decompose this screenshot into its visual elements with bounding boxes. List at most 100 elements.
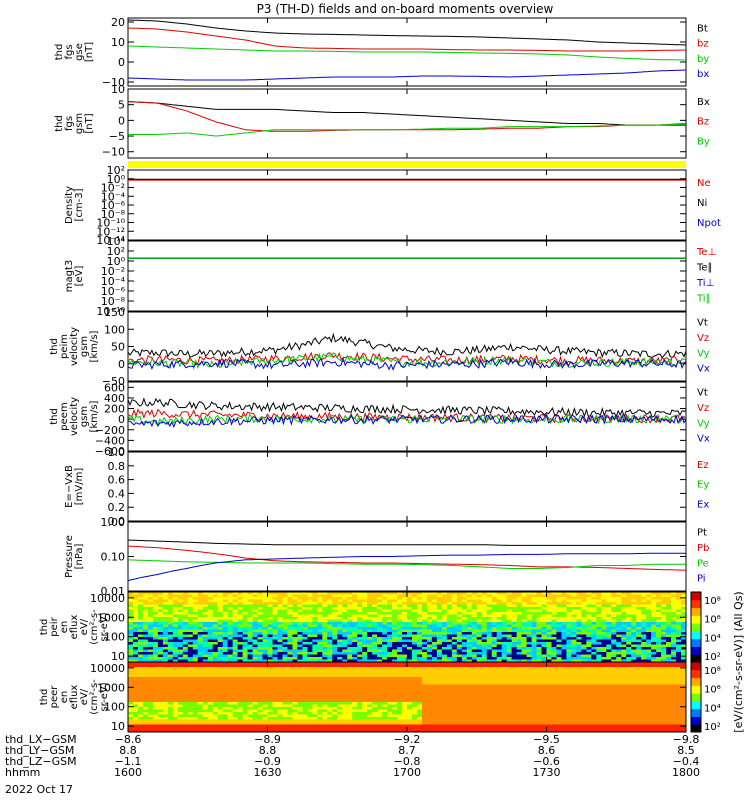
legend-entry: By bbox=[697, 136, 710, 147]
panel-6: 6004002000−200−400−600thdpeemvelocitygsm… bbox=[49, 381, 710, 458]
legend-entry: Te⊥ bbox=[696, 247, 716, 258]
legend-entry: Ex bbox=[697, 499, 709, 510]
legend-entry: Bt bbox=[697, 24, 708, 35]
y-tick-label: −5 bbox=[109, 130, 125, 143]
y-axis-label: thdfgsgse[nT] bbox=[54, 42, 95, 62]
colorbar-tick: 10⁶ bbox=[704, 685, 721, 696]
colorbar-tick: 10² bbox=[704, 722, 721, 733]
y-axis-label: thdpeemvelocitygsm[km/s] bbox=[49, 397, 100, 436]
y-tick-label: 0 bbox=[118, 56, 125, 69]
legend-entry: by bbox=[697, 54, 709, 65]
y-axis-label: Pressure[nPa] bbox=[64, 535, 85, 578]
legend-entry: bx bbox=[697, 69, 709, 80]
y-tick-label: 100 bbox=[104, 323, 125, 336]
x-axis-row-label: hhmm bbox=[5, 766, 40, 779]
y-tick-label: 1.00 bbox=[101, 516, 126, 529]
panel-10: 10000100010010thdpeerenefluxeV/(cm²-s-sr… bbox=[39, 662, 686, 733]
y-tick-label: 5 bbox=[118, 99, 125, 112]
legend-entry: Vy bbox=[697, 348, 710, 359]
legend-entry: Vy bbox=[697, 418, 710, 429]
y-axis-label: E=−VxB[mV/m] bbox=[64, 465, 85, 508]
colorbar-label: [eV/(cm²-s-sr-eV)] (All Qs) bbox=[732, 591, 745, 732]
legend-entry: bz bbox=[697, 39, 709, 50]
x-axis-value: 1630 bbox=[254, 766, 282, 779]
legend-entry: Pe bbox=[697, 558, 709, 569]
x-axis-value: 1730 bbox=[533, 766, 561, 779]
legend-entry: Pb bbox=[697, 543, 709, 554]
y-tick-label: 0.2 bbox=[108, 501, 126, 514]
x-axis-value: 1700 bbox=[393, 766, 421, 779]
spectrogram-colorbars: 10⁸10⁶10⁴10²10⁸10⁶10⁴10²[eV/(cm²-s-sr-eV… bbox=[691, 591, 745, 733]
colorbar-1: 10⁸10⁶10⁴10² bbox=[691, 662, 721, 733]
y-axis-label: magt3[eV] bbox=[64, 260, 85, 293]
series-line bbox=[128, 70, 686, 80]
panel-frame bbox=[128, 452, 686, 521]
panel-4: 10⁴10²10⁰10⁻²10⁻⁴10⁻⁶10⁻⁸10⁻¹⁰magt3[eV]T… bbox=[64, 235, 716, 318]
legend-entry: Vt bbox=[697, 318, 708, 329]
panel-5: 150100500−50thdpeimvelocitygsm[km/s]VtVz… bbox=[49, 306, 710, 388]
series-line bbox=[128, 102, 686, 126]
series-line bbox=[128, 28, 686, 51]
y-tick-label: 0.4 bbox=[108, 487, 126, 500]
y-axis-label: thdpeirenefluxeV/(cm²-s-sr-eV) bbox=[39, 609, 110, 645]
y-tick-label: 150 bbox=[104, 306, 125, 319]
flag-bar-yellow bbox=[128, 161, 686, 168]
y-tick-label: 10000 bbox=[90, 592, 125, 605]
colorbar-tick: 10⁸ bbox=[704, 596, 721, 607]
y-tick-label: 10 bbox=[111, 83, 125, 96]
colorbar-0: 10⁸ 10⁶ 10⁴ 10² bbox=[691, 592, 721, 663]
legend-entry: Ti⊥ bbox=[696, 278, 714, 289]
date-label: 2022 Oct 17 bbox=[5, 783, 73, 796]
y-axis-label: thdfgsgsm[nT] bbox=[54, 113, 95, 134]
legend-entry: Npot bbox=[697, 218, 721, 229]
series-line bbox=[128, 334, 686, 357]
y-axis-label: Density[cm-3] bbox=[64, 186, 85, 224]
legend-entry: Ti∥ bbox=[696, 293, 711, 304]
series-line bbox=[128, 546, 686, 570]
y-tick-label: 1.0 bbox=[108, 446, 126, 459]
y-tick-label: 10 bbox=[111, 720, 125, 733]
y-tick-label: 10 bbox=[111, 36, 125, 49]
legend-entry: Te∥ bbox=[696, 262, 713, 273]
legend-entry: Ez bbox=[697, 460, 709, 471]
legend-entry: Vz bbox=[697, 333, 709, 344]
series-line bbox=[128, 540, 686, 545]
legend-entry: Vz bbox=[697, 403, 709, 414]
series-line bbox=[128, 399, 686, 417]
panel-7: 1.00.80.60.40.20.0E=−VxB[mV/m]EzEyEx bbox=[64, 446, 709, 528]
colorbar-tick: 10⁶ bbox=[704, 615, 721, 626]
legend-entry: Pt bbox=[697, 528, 707, 539]
x-axis-value: 1800 bbox=[672, 766, 700, 779]
panel-frame bbox=[128, 241, 686, 311]
y-tick-label: 10000 bbox=[90, 662, 125, 675]
y-tick-label: 0.8 bbox=[108, 460, 126, 473]
figure-title: P3 (TH-D) fields and on-board moments ov… bbox=[257, 2, 554, 16]
panel-9: 10000100010010thdpeirenefluxeV/(cm²-s-sr… bbox=[39, 592, 686, 663]
y-tick-label: 0 bbox=[118, 114, 125, 127]
series-line bbox=[128, 20, 686, 45]
panel-stack: 20100−10thdfgsgse[nT]Btbzbybx1050−5−10th… bbox=[39, 16, 721, 733]
legend-entry: Ey bbox=[697, 480, 709, 491]
panel-3: 10²10⁰10⁻²10⁻⁴10⁻⁶10⁻⁸10⁻¹⁰10⁻¹²10⁻¹⁴Den… bbox=[64, 164, 721, 247]
legend-entry: Vx bbox=[697, 364, 710, 375]
panel-8: 1.000.100.01Pressure[nPa]PtPbPePi bbox=[64, 516, 709, 598]
y-tick-label: −10 bbox=[102, 146, 125, 159]
series-line bbox=[128, 46, 686, 60]
y-tick-label: 0.6 bbox=[108, 474, 126, 487]
legend-entry: Bx bbox=[697, 97, 710, 108]
panel-2 bbox=[128, 161, 686, 168]
y-tick-label: 0.10 bbox=[101, 551, 126, 564]
colorbar-tick: 10⁴ bbox=[704, 633, 721, 644]
panel-1: 10 5 0 −5 −10 thdfgsgsm[nT] Bx Bz By bbox=[54, 83, 710, 159]
spectrogram-9 bbox=[128, 592, 686, 662]
legend-entry: Bz bbox=[697, 117, 709, 128]
colorbar-tick: 10² bbox=[704, 652, 721, 663]
y-tick-label: 50 bbox=[111, 341, 125, 354]
colorbar-tick: 10⁸ bbox=[704, 666, 721, 677]
spectrogram-10 bbox=[128, 662, 686, 732]
legend-entry: Ni bbox=[697, 198, 707, 209]
y-tick-label: 0 bbox=[118, 358, 125, 371]
legend-entry: Vx bbox=[697, 434, 710, 445]
series-line bbox=[128, 553, 686, 580]
